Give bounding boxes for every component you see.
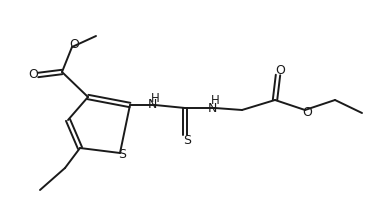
- Text: N: N: [147, 99, 157, 111]
- Text: N: N: [207, 102, 217, 114]
- Text: O: O: [275, 63, 285, 77]
- Text: H: H: [151, 92, 159, 104]
- Text: O: O: [302, 106, 312, 119]
- Text: O: O: [69, 37, 79, 51]
- Text: S: S: [183, 135, 191, 148]
- Text: H: H: [211, 94, 219, 107]
- Text: O: O: [28, 68, 38, 82]
- Text: S: S: [118, 148, 126, 162]
